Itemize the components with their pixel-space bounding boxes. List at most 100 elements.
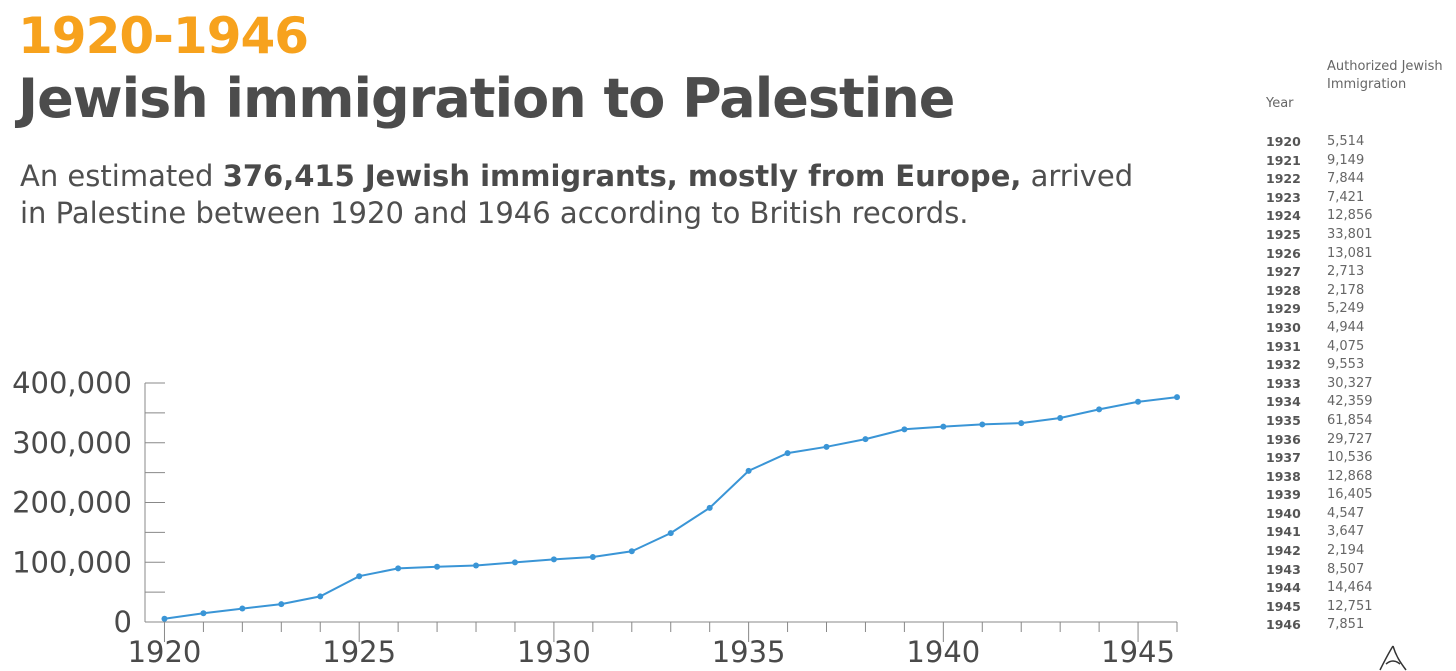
table-cell-year: 1941 <box>1266 524 1301 540</box>
data-point <box>784 450 791 457</box>
data-point <box>473 562 480 569</box>
subtitle-suffix: arrived in Palestine between 1920 and 19… <box>20 159 1134 230</box>
data-point <box>940 423 947 430</box>
table-cell-value: 8,507 <box>1327 561 1365 577</box>
x-tick-label: 1945 <box>1101 635 1175 669</box>
data-point <box>550 556 557 563</box>
table-row: 1922 7,844 <box>1264 170 1449 189</box>
table-cell-year: 1925 <box>1266 226 1301 242</box>
table-body: 1920 5,514 1921 9,149 1922 7,844 1923 7,421 1924… <box>1264 133 1449 635</box>
x-tick-label: 1935 <box>712 635 786 669</box>
data-point <box>434 563 441 570</box>
table-row: 1936 29,727 <box>1264 431 1449 450</box>
table-cell-year: 1936 <box>1266 431 1301 447</box>
y-tick-label: 100,000 <box>12 545 132 579</box>
table-cell-year: 1944 <box>1266 580 1301 596</box>
data-point <box>317 593 324 600</box>
table-header-year: Year <box>1266 96 1294 111</box>
table-cell-year: 1922 <box>1266 171 1301 187</box>
table-row: 1938 12,868 <box>1264 468 1449 487</box>
table-cell-value: 16,405 <box>1327 487 1373 503</box>
table-cell-year: 1945 <box>1266 598 1301 614</box>
table-cell-year: 1939 <box>1266 487 1301 503</box>
table-cell-value: 29,727 <box>1327 431 1373 447</box>
table-cell-value: 33,801 <box>1327 226 1373 242</box>
table-row: 1933 30,327 <box>1264 375 1449 394</box>
table-cell-year: 1946 <box>1266 617 1301 633</box>
table-row: 1921 9,149 <box>1264 152 1449 171</box>
table-header-value: Authorized Jewish Immigration <box>1327 59 1443 92</box>
table-cell-value: 42,359 <box>1327 394 1373 410</box>
table-cell-year: 1928 <box>1266 282 1301 298</box>
table-cell-value: 12,856 <box>1327 208 1373 224</box>
table-cell-year: 1924 <box>1266 208 1301 224</box>
data-point <box>628 548 635 555</box>
table-cell-year: 1923 <box>1266 189 1301 205</box>
table-row: 1944 14,464 <box>1264 579 1449 598</box>
table-cell-year: 1935 <box>1266 412 1301 428</box>
table-row: 1932 9,553 <box>1264 356 1449 375</box>
table-cell-year: 1926 <box>1266 245 1301 261</box>
data-point <box>979 421 986 428</box>
table-row: 1929 5,249 <box>1264 300 1449 319</box>
table-cell-value: 7,851 <box>1327 617 1365 633</box>
line-chart: 0 100,000 200,000 300,000 400,000 1920 1925 193… <box>12 366 1180 669</box>
table-row: 1935 61,854 <box>1264 412 1449 431</box>
table-cell-value: 12,751 <box>1327 598 1373 614</box>
table-cell-value: 13,081 <box>1327 245 1373 261</box>
table-row: 1942 2,194 <box>1264 542 1449 561</box>
table-cell-value: 9,149 <box>1327 152 1365 168</box>
subtitle-bold: 376,415 Jewish immigrants, mostly from E… <box>222 159 1022 193</box>
data-point <box>278 601 285 608</box>
data-point <box>1174 394 1180 401</box>
table-row: 1926 13,081 <box>1264 245 1449 264</box>
table-row: 1945 12,751 <box>1264 598 1449 617</box>
table-row: 1923 7,421 <box>1264 189 1449 208</box>
table-cell-value: 30,327 <box>1327 375 1373 391</box>
table-row: 1928 2,178 <box>1264 282 1449 301</box>
table-cell-value: 4,944 <box>1327 319 1365 335</box>
data-point <box>161 615 168 622</box>
table-row: 1930 4,944 <box>1264 319 1449 338</box>
x-tick-label: 1930 <box>517 635 591 669</box>
data-point <box>395 565 402 572</box>
table-row: 1920 5,514 <box>1264 133 1449 152</box>
table-cell-value: 4,075 <box>1327 338 1365 354</box>
data-point <box>745 467 752 474</box>
table-cell-year: 1932 <box>1266 357 1301 373</box>
y-tick-label: 0 <box>114 605 132 639</box>
table-cell-value: 5,249 <box>1327 301 1365 317</box>
series-line <box>164 396 1178 620</box>
data-point <box>1096 406 1103 413</box>
table-cell-year: 1921 <box>1266 152 1301 168</box>
table-row: 1939 16,405 <box>1264 486 1449 505</box>
table-cell-year: 1930 <box>1266 319 1301 335</box>
table-row: 1927 2,713 <box>1264 263 1449 282</box>
table-row: 1943 8,507 <box>1264 561 1449 580</box>
table-cell-value: 2,713 <box>1327 264 1365 280</box>
table-row: 1931 4,075 <box>1264 338 1449 357</box>
table-cell-year: 1942 <box>1266 543 1301 559</box>
table-cell-value: 4,547 <box>1327 505 1365 521</box>
chart-title: Jewish immigration to Palestine <box>18 67 955 130</box>
table-row: 1934 42,359 <box>1264 393 1449 412</box>
x-tick-label: 1925 <box>322 635 396 669</box>
table-cell-year: 1937 <box>1266 450 1301 466</box>
table-cell-year: 1929 <box>1266 301 1301 317</box>
table-cell-value: 3,647 <box>1327 524 1365 540</box>
table-cell-value: 61,854 <box>1327 412 1373 428</box>
data-point <box>511 559 518 566</box>
table-row: 1924 12,856 <box>1264 207 1449 226</box>
table-cell-value: 9,553 <box>1327 357 1365 373</box>
publisher-logo-icon <box>1379 645 1407 671</box>
table-row: 1941 3,647 <box>1264 523 1449 542</box>
table-cell-year: 1927 <box>1266 264 1301 280</box>
data-point <box>239 605 246 612</box>
y-tick-label: 400,000 <box>12 366 132 400</box>
y-tick-label: 300,000 <box>12 426 132 460</box>
table-cell-year: 1931 <box>1266 338 1301 354</box>
data-point <box>1057 415 1064 422</box>
data-point <box>823 443 830 450</box>
data-point <box>589 553 596 560</box>
table-row: 1937 10,536 <box>1264 449 1449 468</box>
